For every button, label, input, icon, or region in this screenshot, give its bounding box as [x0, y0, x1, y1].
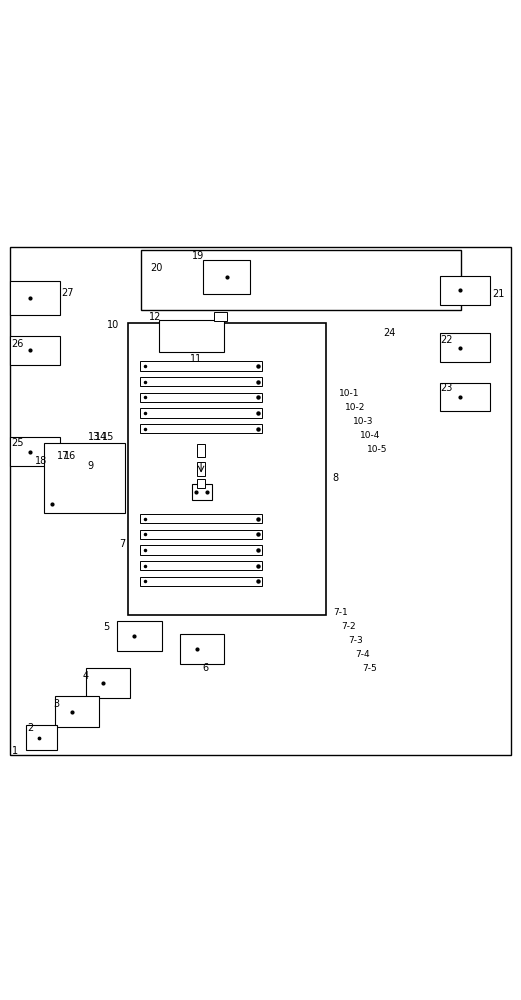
Bar [26, 725, 57, 750]
Text: 7-3: 7-3 [348, 636, 363, 645]
Bar [10, 281, 60, 315]
Text: 26: 26 [11, 339, 24, 349]
Bar [140, 377, 262, 386]
Bar [140, 408, 262, 418]
Bar [10, 336, 60, 365]
Text: 20: 20 [150, 263, 163, 273]
Bar [10, 437, 60, 466]
Text: 4: 4 [82, 671, 89, 681]
Bar [44, 443, 125, 513]
Bar [180, 634, 224, 664]
Text: 7: 7 [119, 539, 125, 549]
Text: 13: 13 [88, 432, 100, 442]
Bar [140, 530, 262, 539]
Bar [140, 561, 262, 570]
Bar [214, 312, 227, 321]
Bar [140, 577, 262, 586]
Text: 15: 15 [102, 432, 115, 442]
Bar [140, 514, 262, 523]
Text: 10-2: 10-2 [345, 403, 366, 412]
Text: 14: 14 [95, 432, 107, 442]
Text: 19: 19 [192, 251, 204, 261]
Bar [55, 696, 99, 727]
Bar [140, 393, 262, 402]
Bar [159, 320, 224, 352]
Bar [140, 361, 262, 371]
Text: 7-4: 7-4 [355, 650, 370, 659]
Text: 22: 22 [440, 335, 453, 345]
Bar [128, 323, 326, 615]
Text: 10-3: 10-3 [353, 417, 373, 426]
Text: 9: 9 [88, 461, 94, 471]
Text: 5: 5 [103, 622, 109, 632]
Bar [197, 462, 205, 476]
Text: 16: 16 [64, 451, 76, 461]
Text: 6: 6 [202, 663, 208, 673]
Bar [440, 333, 490, 362]
Text: 17: 17 [57, 451, 70, 461]
Text: 10-4: 10-4 [360, 431, 380, 440]
Text: 7-5: 7-5 [363, 664, 377, 673]
Text: 7-2: 7-2 [341, 622, 355, 631]
Text: 23: 23 [440, 383, 453, 393]
Bar [440, 276, 490, 305]
Text: 11: 11 [190, 354, 203, 364]
Text: 7-1: 7-1 [333, 608, 348, 617]
Text: 21: 21 [492, 289, 504, 299]
Bar [86, 668, 130, 698]
Text: 12: 12 [148, 312, 161, 322]
Text: 10-5: 10-5 [367, 445, 388, 454]
Text: 10: 10 [107, 320, 119, 330]
Bar [197, 479, 205, 488]
Bar [140, 424, 262, 433]
Bar [192, 484, 212, 500]
Bar [117, 621, 162, 651]
Text: 18: 18 [35, 456, 48, 466]
Bar [440, 383, 490, 411]
Bar [197, 444, 205, 457]
Text: 2: 2 [27, 723, 33, 733]
Text: 10-1: 10-1 [339, 389, 359, 398]
Text: 3: 3 [53, 699, 59, 709]
Text: 27: 27 [61, 288, 74, 298]
Bar [141, 250, 461, 310]
Text: 25: 25 [11, 438, 24, 448]
Bar [140, 545, 262, 555]
Text: 1: 1 [11, 746, 18, 756]
Text: 8: 8 [332, 473, 339, 483]
Text: 24: 24 [383, 328, 395, 338]
Bar [203, 260, 250, 294]
